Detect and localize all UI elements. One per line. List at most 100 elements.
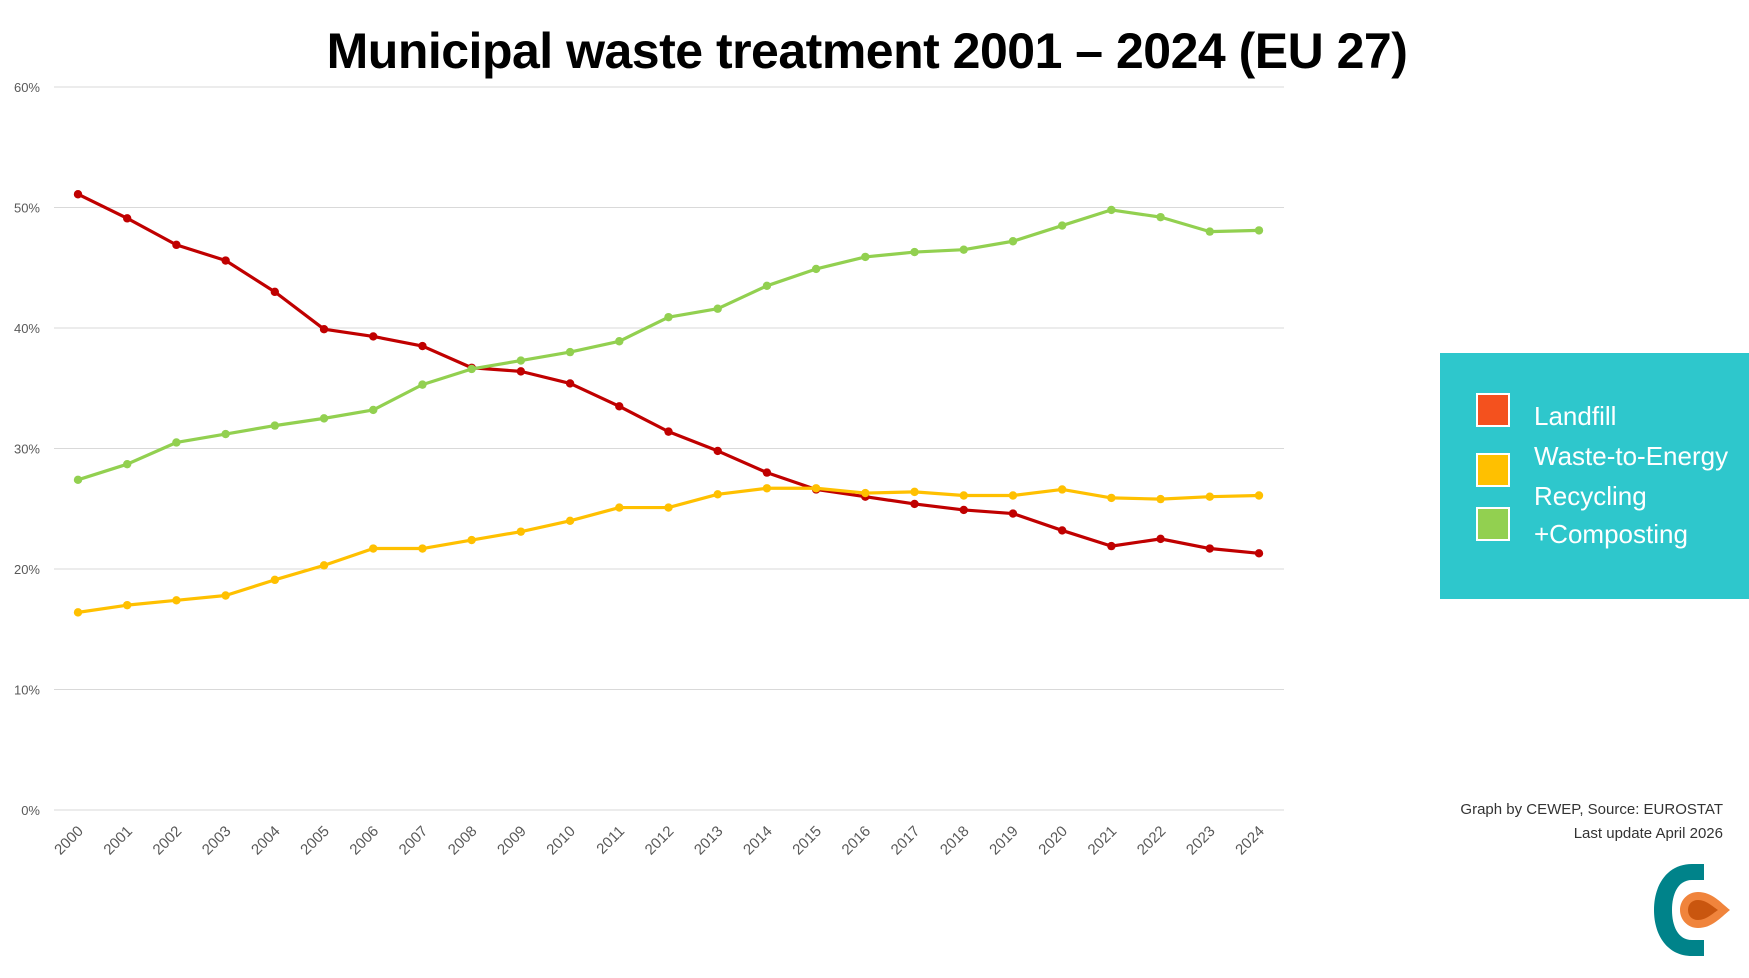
- legend-swatch-waste-to-energy: [1476, 453, 1510, 487]
- data-point: [319, 325, 329, 334]
- data-point: [516, 527, 526, 536]
- data-point: [565, 379, 575, 388]
- x-tick-label: 2012: [642, 823, 678, 859]
- data-point: [664, 312, 673, 322]
- x-tick-label: 2021: [1085, 823, 1121, 859]
- legend-item-waste-to-energy: Waste-to-Energy: [1476, 441, 1728, 487]
- data-point: [418, 341, 427, 351]
- y-tick-label: 40%: [14, 321, 40, 336]
- y-tick-label: 10%: [14, 683, 40, 698]
- legend-label-landfill: Landfill: [1534, 401, 1617, 431]
- data-point: [615, 337, 624, 346]
- data-point: [123, 214, 132, 223]
- source-text: Graph by CEWEP, Source: EUROSTAT: [1460, 801, 1723, 818]
- data-point: [319, 561, 329, 570]
- data-point: [467, 364, 476, 374]
- data-point: [1205, 227, 1214, 236]
- x-tick-label: 2010: [543, 823, 579, 859]
- data-point: [713, 304, 722, 313]
- source-note: Graph by CEWEP, Source: EUROSTAT Last up…: [1460, 798, 1723, 846]
- y-tick-label: 50%: [14, 201, 40, 216]
- y-tick-label: 60%: [14, 80, 40, 95]
- x-tick-label: 2000: [51, 823, 87, 859]
- data-point: [1156, 534, 1165, 544]
- x-tick-label: 2004: [248, 823, 284, 859]
- data-point: [319, 414, 329, 423]
- gridlines: [54, 86, 1284, 811]
- data-point: [172, 240, 181, 250]
- data-point: [467, 535, 476, 545]
- x-tick-label: 2015: [789, 823, 825, 859]
- x-tick-label: 2018: [937, 823, 973, 859]
- data-point: [959, 491, 968, 500]
- series-line-recycling-composting: [77, 208, 1260, 482]
- x-tick-label: 2001: [100, 823, 136, 859]
- data-point: [369, 544, 378, 553]
- x-axis: 2000 2001 2002 2003 2004 2005 2006 2007 2008 2009…: [51, 823, 1268, 859]
- data-point: [811, 264, 821, 274]
- data-point: [221, 256, 230, 265]
- x-tick-label: 2003: [199, 823, 235, 859]
- x-tick-label: 2005: [297, 823, 333, 859]
- data-point: [172, 438, 181, 447]
- data-point: [910, 247, 919, 257]
- data-point: [73, 190, 83, 199]
- data-point: [910, 487, 919, 497]
- data-point: [713, 490, 722, 499]
- legend-item-recycling: Recycling +Composting: [1476, 481, 1688, 553]
- data-point: [959, 245, 968, 254]
- data-point: [270, 287, 280, 297]
- x-tick-label: 2013: [691, 823, 727, 859]
- series-lines: [73, 190, 1264, 617]
- data-point: [1057, 485, 1067, 494]
- legend-swatch-landfill: [1476, 393, 1510, 427]
- x-tick-label: 2008: [445, 823, 481, 859]
- data-point: [1008, 237, 1018, 246]
- x-tick-label: 2023: [1183, 823, 1219, 859]
- series-recycling-composting: [73, 205, 1264, 485]
- y-tick-label: 0%: [21, 803, 40, 818]
- y-axis: 0% 10% 20% 30% 40% 50% 60%: [14, 80, 40, 818]
- data-point: [861, 252, 870, 262]
- update-text: Last update April 2026: [1573, 825, 1723, 842]
- data-point: [664, 427, 673, 436]
- legend-label-waste-to-energy: Waste-to-Energy: [1534, 441, 1729, 471]
- y-tick-label: 30%: [14, 442, 40, 457]
- y-tick-label: 20%: [14, 562, 40, 577]
- legend-item-landfill: Landfill: [1476, 393, 1616, 435]
- data-point: [172, 596, 181, 605]
- data-point: [615, 503, 624, 512]
- data-point: [270, 421, 280, 430]
- data-point: [516, 367, 526, 376]
- x-tick-label: 2019: [986, 823, 1022, 859]
- series-line-landfill: [77, 192, 1260, 555]
- data-point: [713, 446, 722, 456]
- x-tick-label: 2017: [888, 823, 924, 859]
- x-tick-label: 2020: [1035, 823, 1071, 859]
- data-point: [1107, 541, 1116, 551]
- chart-title: Municipal waste treatment 2001 – 2024 (E…: [326, 23, 1408, 79]
- data-point: [1156, 494, 1165, 504]
- data-point: [1205, 544, 1214, 553]
- data-point: [1008, 491, 1018, 500]
- data-point: [762, 281, 772, 291]
- data-point: [73, 475, 83, 485]
- data-point: [516, 356, 526, 365]
- data-point: [73, 608, 83, 617]
- data-point: [221, 429, 230, 439]
- data-point: [565, 347, 575, 357]
- data-point: [1008, 509, 1018, 518]
- data-point: [1205, 492, 1214, 501]
- legend-label-recycling: Recycling +Composting: [1534, 481, 1688, 549]
- data-point: [123, 600, 132, 610]
- data-point: [861, 488, 870, 498]
- data-point: [1254, 226, 1264, 235]
- x-tick-label: 2009: [494, 823, 530, 859]
- x-tick-label: 2006: [346, 823, 382, 859]
- x-tick-label: 2011: [593, 823, 628, 858]
- data-point: [418, 380, 427, 389]
- data-point: [664, 503, 673, 512]
- legend: Landfill Waste-to-Energy Recycling +Comp…: [1440, 353, 1749, 599]
- data-point: [615, 402, 624, 411]
